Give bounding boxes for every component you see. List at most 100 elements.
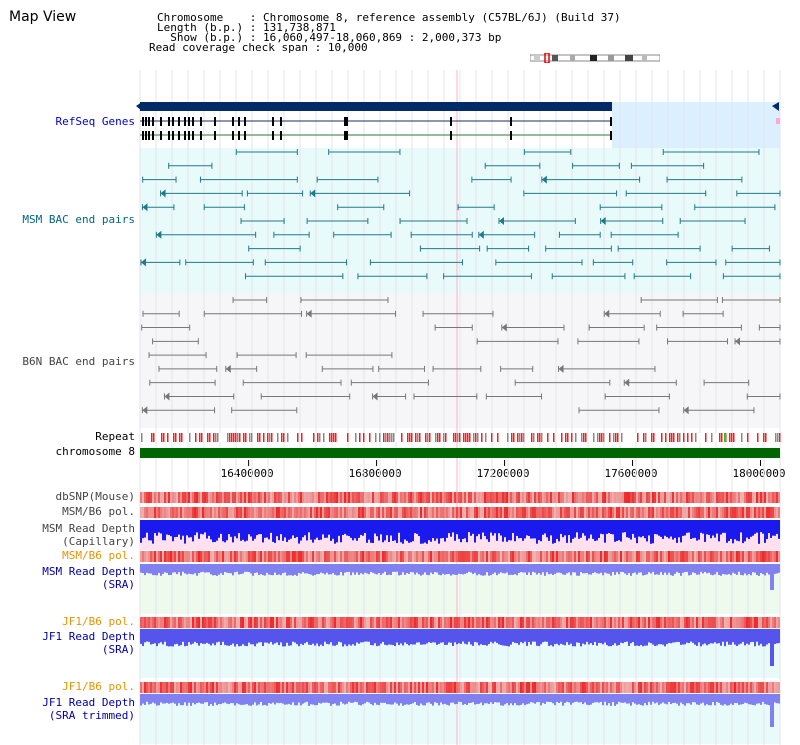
msm-pol-cell (308, 507, 310, 518)
refseq-exon (172, 117, 174, 126)
repeat-element (537, 433, 539, 442)
jf1-pol-2-cell (644, 682, 646, 693)
jf1-pol-2-cell (712, 682, 714, 693)
msm-depth-sra-bar (692, 564, 694, 573)
jf1-trim-bar (598, 694, 600, 703)
jf1-trim-bar (144, 694, 146, 705)
jf1-pol-cell (190, 617, 192, 628)
repeat-element (141, 433, 143, 442)
msm-depth-sra-bar (582, 564, 584, 574)
jf1-trim-bar (722, 694, 724, 706)
msm-depth-sra-bar (344, 564, 346, 573)
repeat-element (671, 433, 673, 442)
jf1-pol-cell (530, 617, 532, 628)
jf1-pol-2-cell (698, 682, 700, 693)
refseq-exon (450, 117, 452, 126)
jf1-depth-bar (616, 629, 618, 646)
dbsnp-cell (164, 492, 166, 503)
jf1-pol-cell (178, 617, 180, 628)
msm-depth-cap-bar (450, 520, 452, 537)
jf1-pol-cell (670, 617, 672, 628)
jf1-depth-bar (228, 629, 230, 646)
msm-depth-sra-bar (172, 564, 174, 573)
msm-depth-cap-bar (490, 520, 492, 533)
refseq-exon (192, 117, 194, 126)
repeat-element (355, 433, 357, 442)
msm-pol-2-cell (446, 551, 448, 562)
msm-pol-2-cell (312, 551, 314, 562)
msm-pol-cell (552, 507, 554, 518)
jf1-depth-bar (644, 629, 646, 646)
msm-depth-sra-bar (724, 564, 726, 575)
jf1-trim-bar (464, 694, 466, 705)
track-label-msm-pol-2[interactable]: MSM/B6 pol. (62, 549, 135, 562)
jf1-trim-bar (164, 694, 166, 704)
msm-pol-cell (394, 507, 396, 518)
refseq-exon (238, 131, 240, 140)
jf1-depth-bar (710, 629, 712, 644)
dbsnp-cell (672, 492, 674, 503)
jf1-trim-bar (278, 694, 280, 704)
jf1-pol-cell (242, 617, 244, 628)
msm-depth-cap-bar (436, 520, 438, 539)
jf1-pol-cell (606, 617, 608, 628)
dbsnp-cell (156, 492, 158, 503)
track-label-msm-depth-sra[interactable]: MSM Read Depth (SRA) (42, 565, 135, 591)
jf1-trim-bar (578, 694, 580, 703)
repeat-element (229, 433, 231, 442)
dbsnp-cell (694, 492, 696, 503)
track-label-jf1-depth[interactable]: JF1 Read Depth (SRA) (42, 630, 135, 656)
track-label-dbsnp[interactable]: dbSNP(Mouse) (55, 490, 135, 503)
refseq-exon (280, 131, 282, 140)
jf1-trim-bar (676, 694, 678, 704)
track-label-repeat[interactable]: Repeat (95, 430, 135, 443)
track-label-msm-bac[interactable]: MSM BAC end pairs (22, 213, 135, 226)
msm-depth-sra-bar (662, 564, 664, 575)
track-label-refseq[interactable]: RefSeq Genes (55, 115, 135, 128)
track-label-msm-depth-capillary[interactable]: MSM Read Depth (Capillary) (42, 522, 135, 548)
msm-pol-cell (142, 507, 144, 518)
jf1-trim-bar (218, 694, 220, 704)
track-label-jf1-pol-2[interactable]: JF1/B6 pol. (62, 680, 135, 693)
jf1-trim-bar (444, 694, 446, 704)
jf1-pol-2-cell (630, 682, 632, 693)
jf1-depth-bar (604, 629, 606, 643)
msm-depth-cap-bar (622, 520, 624, 533)
jf1-trim-bar (390, 694, 392, 705)
jf1-pol-2-cell (234, 682, 236, 693)
jf1-trim-bar (380, 694, 382, 703)
dbsnp-cell (290, 492, 292, 503)
dbsnp-cell (306, 492, 308, 503)
msm-depth-cap-bar (144, 520, 146, 538)
dbsnp-cell (378, 492, 380, 503)
msm-pol-cell (574, 507, 576, 518)
jf1-depth-bar (262, 629, 264, 647)
dbsnp-cell (434, 492, 436, 503)
msm-depth-sra-bar (176, 564, 178, 575)
msm-pol-cell (480, 507, 482, 518)
track-label-b6n-bac[interactable]: B6N BAC end pairs (22, 355, 135, 368)
msm-pol-cell (396, 507, 398, 518)
msm-pol-cell (778, 507, 780, 518)
msm-depth-sra-bar (404, 564, 406, 575)
msm-depth-cap-bar (294, 520, 296, 539)
msm-depth-cap-bar (470, 520, 472, 536)
msm-depth-sra-bar (496, 564, 498, 576)
jf1-trim-bar (472, 694, 474, 703)
msm-depth-sra-bar (474, 564, 476, 573)
jf1-trim-bar (456, 694, 458, 704)
dbsnp-cell (194, 492, 196, 503)
jf1-trim-bar (350, 694, 352, 703)
chromosome-ideogram[interactable] (530, 53, 660, 63)
jf1-pol-cell (492, 617, 494, 628)
msm-depth-sra-bar (770, 564, 772, 590)
repeat-element (383, 433, 385, 442)
jf1-pol-cell (516, 617, 518, 628)
jf1-depth-bar (454, 629, 456, 643)
track-label-jf1-depth-trimmed[interactable]: JF1 Read Depth (SRA trimmed) (42, 696, 135, 722)
track-label-msm-pol[interactable]: MSM/B6 pol. (62, 505, 135, 518)
repeat-element (457, 433, 459, 442)
track-label-jf1-pol[interactable]: JF1/B6 pol. (62, 615, 135, 628)
msm-depth-cap-bar (444, 520, 446, 542)
